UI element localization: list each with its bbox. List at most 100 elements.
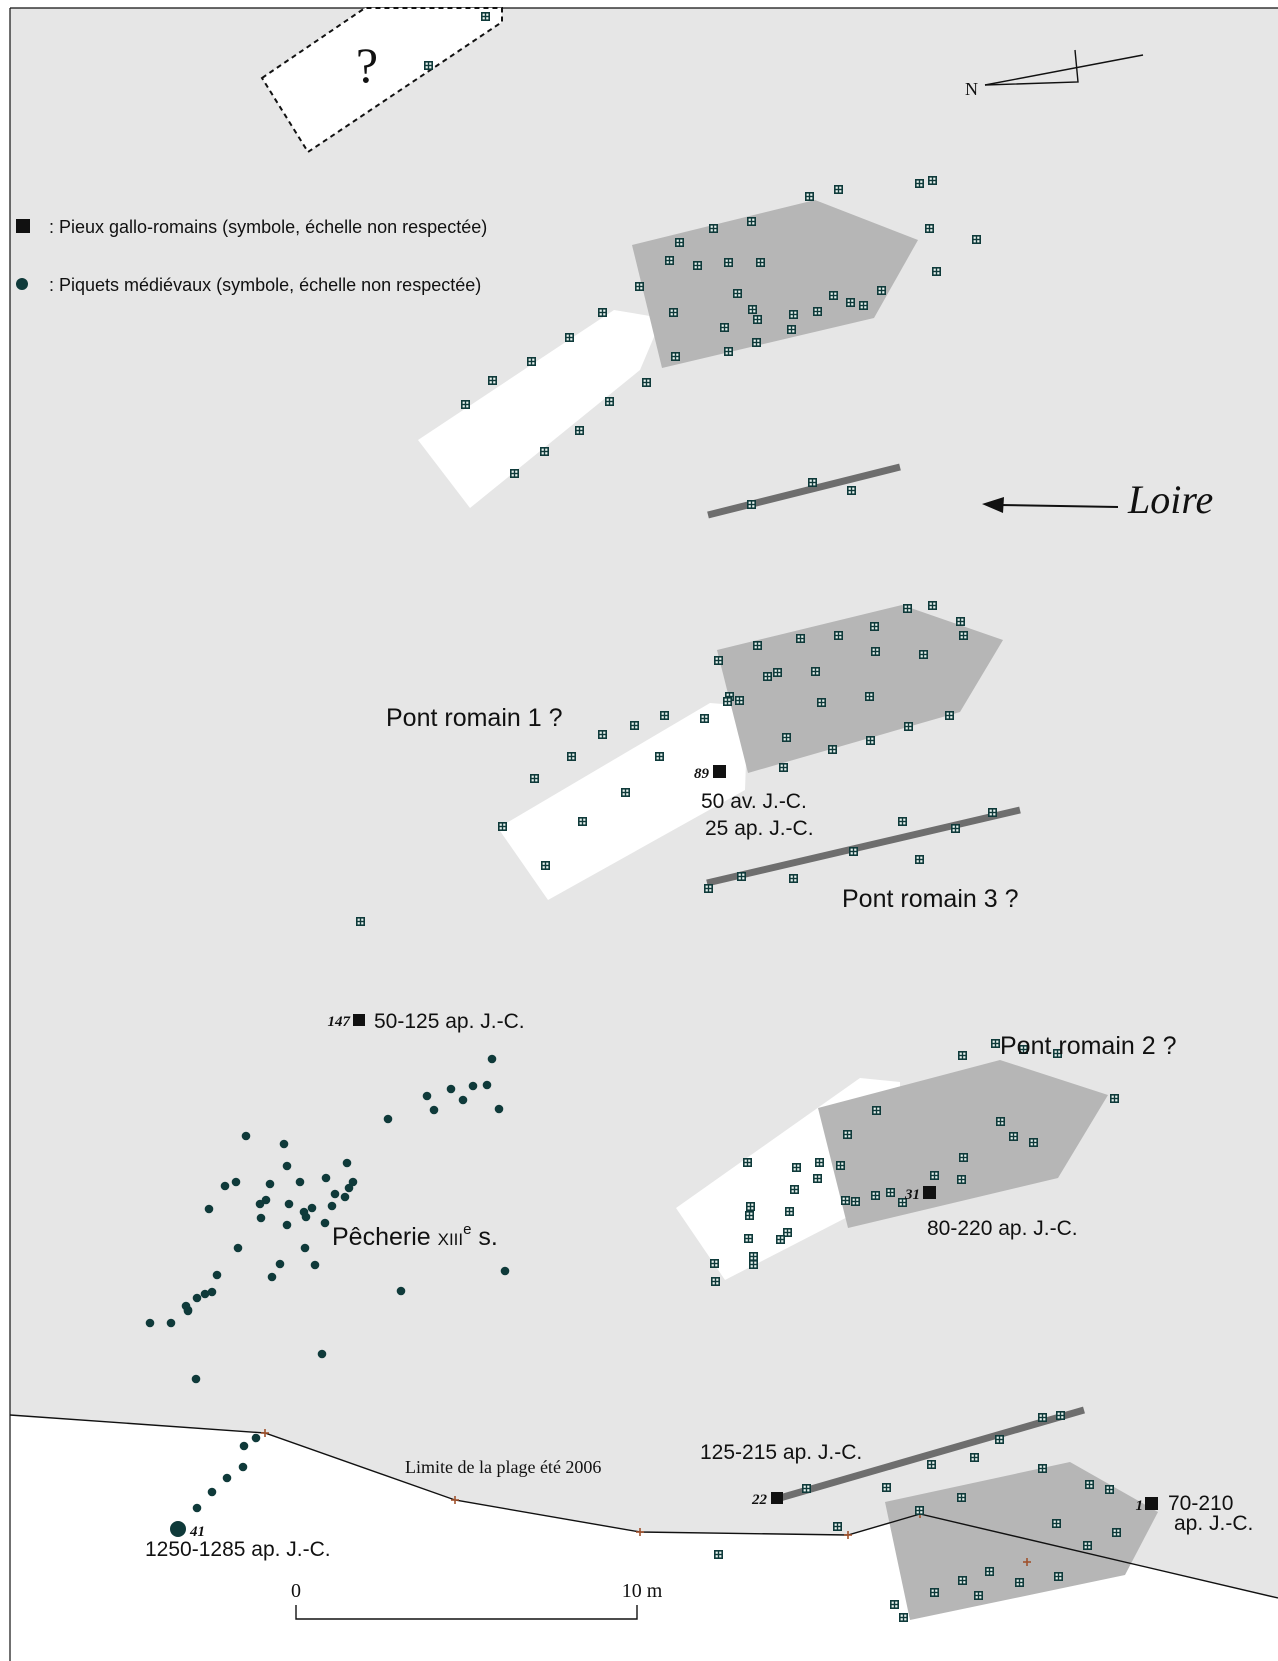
roman-pile [877,286,886,295]
medieval-stake [327,1201,337,1211]
roman-pile [635,282,644,291]
roman-pile [1038,1464,1047,1473]
north-arrow-icon [984,49,1144,86]
roman-pile [866,736,875,745]
roman-pile [828,745,837,754]
roman-pile [711,1277,720,1286]
pecherie-label: Pêcherie XIIIe s. [332,1221,498,1251]
roman-pile [817,698,826,707]
sample-31-marker [923,1186,936,1199]
medieval-stake [241,1131,251,1141]
roman-pile [704,884,713,893]
roman-pile [1056,1411,1065,1420]
roman-pile [958,1576,967,1585]
structure-right [676,1060,1108,1280]
roman-pile [834,631,843,640]
roman-pile [787,325,796,334]
medieval-stake [191,1374,201,1384]
sample-41-marker [170,1521,186,1537]
roman-pile [898,817,907,826]
roman-pile [805,192,814,201]
north-label: N [965,79,978,99]
sample-89-marker [713,765,726,778]
medieval-stake [458,1095,468,1105]
roman-pile [763,672,772,681]
scale-bar: 0 10 m [291,1580,663,1620]
legend: : Pieux gallo-romains (symbole, échelle … [16,217,487,295]
medieval-stake [279,1139,289,1149]
scale-end-label: 10 m [622,1580,663,1602]
roman-pile [932,267,941,276]
sample-22-marker [771,1492,783,1504]
roman-pile [846,298,855,307]
roman-pile [1083,1541,1092,1550]
roman-pile [915,1506,924,1515]
structure-middle [498,605,1021,900]
pont3-label: Pont romain 3 ? [842,885,1019,913]
roman-pile [488,376,497,385]
roman-pile [970,1453,979,1462]
roman-pile [693,261,702,270]
roman-pile [665,256,674,265]
river-label: Loire [1127,477,1213,522]
survey-cross-icon [636,1528,644,1536]
medieval-stake [340,1192,350,1202]
roman-pile [356,917,365,926]
roman-pile [461,400,470,409]
roman-pile [723,697,732,706]
roman-pile [1110,1094,1119,1103]
medieval-stake [222,1473,232,1483]
roman-pile [871,1191,880,1200]
medieval-stake [422,1091,432,1101]
roman-pile [991,1039,1000,1048]
survey-cross-icon [261,1429,269,1437]
medieval-stake-legend-icon [16,278,28,290]
roman-pile [988,808,997,817]
sample-147-date: 50-125 ap. J.-C. [374,1010,525,1033]
roman-pile [776,1235,785,1244]
roman-pile [882,1483,891,1492]
medieval-stake [255,1199,265,1209]
roman-pile [958,1051,967,1060]
roman-pile [890,1600,899,1609]
roman-pile [498,822,507,831]
roman-pile [710,1259,719,1268]
roman-pile [1015,1578,1024,1587]
structure-bottom [772,1406,1158,1620]
roman-pile [789,310,798,319]
roman-pile [527,357,536,366]
roman-pile [915,855,924,864]
medieval-stake [233,1243,243,1253]
medieval-stake [494,1104,504,1114]
medieval-stake [282,1220,292,1230]
medieval-stake [330,1189,340,1199]
sample-31-id: 31 [904,1187,920,1203]
roman-pile [813,307,822,316]
sample-1-marker [1145,1497,1158,1510]
roman-pile [737,872,746,881]
roman-pile [753,315,762,324]
roman-pile [865,692,874,701]
medieval-stake [251,1433,261,1443]
roman-pile [813,1174,822,1183]
roman-pile [957,1493,966,1502]
medieval-stake [239,1441,249,1451]
sample-89-id: 89 [694,766,710,782]
medieval-stake [307,1203,317,1213]
roman-pile [1029,1138,1038,1147]
medieval-stake [301,1212,311,1222]
roman-pile [959,631,968,640]
sample-89-date-2: 25 ap. J.-C. [705,817,814,840]
roman-pile [642,378,651,387]
roman-pile [843,1130,852,1139]
roman-pile [802,1484,811,1493]
roman-pile-legend-icon [16,219,30,233]
unknown-zone [260,7,503,154]
scale-start-label: 0 [291,1580,301,1602]
survey-cross-icon [1023,1558,1031,1566]
roman-pile [669,308,678,317]
roman-pile [899,1613,908,1622]
roman-pile [565,333,574,342]
medieval-stake [500,1266,510,1276]
